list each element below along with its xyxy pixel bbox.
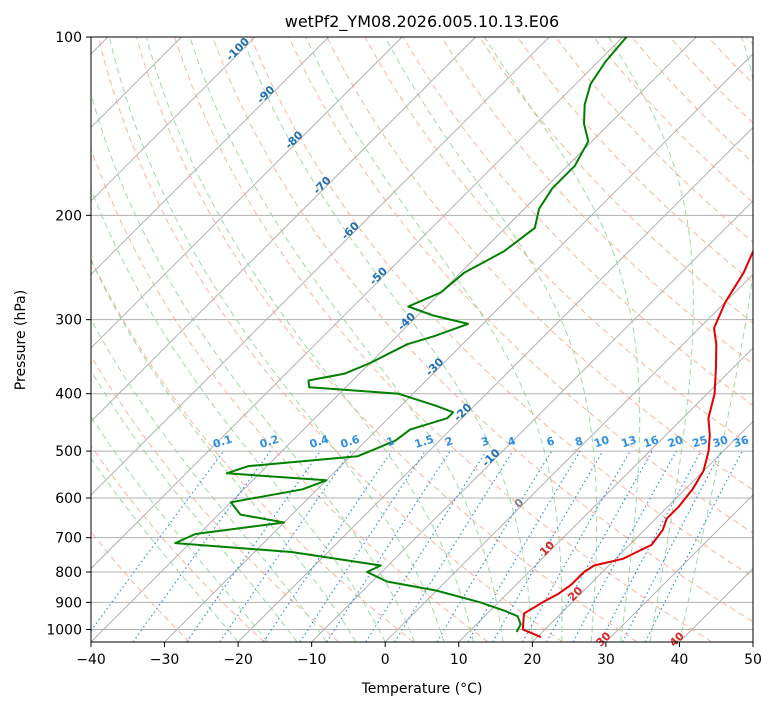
moist-adiabat [91, 187, 386, 642]
isotherm-line [91, 37, 624, 570]
mixing-ratio-label: 25 [691, 433, 710, 450]
dry-adiabat [288, 37, 753, 534]
y-tick-label: 100 [55, 30, 82, 46]
isotherm-line [531, 420, 753, 642]
isotherm-line [91, 37, 329, 276]
dry-adiabat [212, 37, 753, 623]
mixing-ratio-label: 0.6 [339, 432, 362, 450]
moist-adiabat [91, 92, 416, 642]
moist-adiabat [145, 37, 474, 642]
y-tick-label: 900 [55, 595, 82, 611]
isotherm-line [237, 126, 753, 642]
plot-frame [90, 36, 754, 643]
moist-adiabat [608, 37, 694, 642]
isotherm-line [91, 37, 697, 642]
dry-adiabat [174, 37, 713, 642]
isotherm-line [91, 37, 403, 349]
x-tick-label: 50 [744, 652, 762, 668]
y-axis-title: Pressure (hPa) [13, 290, 29, 390]
mixing-ratio-label: 1 [385, 434, 396, 449]
moist-adiabat [241, 37, 533, 642]
dry-adiabat [135, 37, 638, 642]
axes: −40 −30 −20 −10 0 10 20 30 40 5010020030040050060… [46, 30, 762, 668]
dry-adiabat [250, 37, 753, 578]
isotherm-line [605, 494, 753, 642]
mixing-ratio-line [572, 450, 677, 642]
temperature-profile [521, 249, 753, 639]
moist-adiabat [91, 318, 327, 642]
mixing-ratio-line [467, 450, 581, 642]
mixing-ratio-line [219, 450, 352, 642]
mixing-ratio-label: 30 [711, 433, 730, 450]
mixing-ratio-label: 0.4 [308, 432, 331, 450]
mixing-ratio-line [394, 450, 514, 642]
moist-adiabat [305, 37, 563, 642]
moist-adiabat [91, 457, 239, 642]
dry-adiabat [326, 37, 753, 491]
moist-adiabat [678, 37, 753, 642]
isotherm-line [91, 37, 256, 202]
dry-adiabat [91, 258, 414, 642]
x-tick-label: −30 [150, 652, 180, 668]
mixing-ratio-label: 20 [666, 433, 685, 450]
mixing-ratio-label: 8 [573, 434, 584, 449]
isotherm-line [384, 273, 753, 642]
moist-adiabat [91, 369, 298, 642]
mixing-ratio-line [262, 450, 393, 642]
mixing-ratio-label: 13 [620, 433, 639, 450]
x-axis-title: Temperature (°C) [361, 681, 483, 697]
mixing-ratio-label: 0.2 [258, 433, 281, 451]
y-tick-label: 800 [55, 565, 82, 581]
x-tick-label: 40 [671, 652, 689, 668]
dry-adiabat [97, 37, 563, 642]
moist-adiabat [484, 37, 641, 642]
x-tick-label: −20 [223, 652, 253, 668]
moist-adiabat [91, 415, 268, 642]
dry-adiabat [91, 445, 265, 642]
y-tick-label: 1000 [46, 622, 82, 638]
mixing-ratio-label: 3 [480, 434, 491, 449]
mixing-ratio-label: 6 [545, 434, 557, 449]
mixing-ratio-line [186, 450, 321, 642]
mixing-ratio-line [326, 450, 451, 642]
x-tick-label: −10 [297, 652, 327, 668]
mixing-ratio-label: 4 [506, 434, 518, 449]
y-tick-label: 200 [55, 208, 82, 224]
mixing-ratio-line [299, 450, 426, 642]
mixing-ratio-label: 36 [732, 433, 751, 450]
isotherm-line [164, 53, 753, 642]
mixing-ratio-label: 0.1 [211, 433, 234, 451]
mixing-ratio-label: 10 [592, 433, 611, 450]
isotherm-line [458, 347, 753, 642]
isotherm-line [91, 37, 550, 496]
y-tick-label: 400 [55, 387, 82, 403]
moist-adiabat [189, 37, 504, 642]
y-tick-label: 600 [55, 491, 82, 507]
x-tick-label: 10 [450, 652, 468, 668]
moist-adiabat [384, 37, 598, 642]
mixing-ratio-line [365, 450, 487, 642]
y-tick-label: 700 [55, 531, 82, 547]
mixing-ratio-label: 16 [642, 433, 661, 450]
dewpoint-profile [174, 37, 628, 633]
mixing-ratio-line [436, 450, 553, 642]
isotherm-line [91, 37, 477, 423]
mixing-ratio-label: 2 [443, 434, 454, 449]
x-tick-label: −40 [76, 652, 106, 668]
chart-title: wetPf2_YM08.2026.005.10.13.E06 [285, 12, 559, 32]
x-tick-label: 30 [597, 652, 615, 668]
plot-area [91, 37, 753, 642]
moist-adiabat [91, 259, 357, 642]
y-tick-label: 500 [55, 444, 82, 460]
y-tick-label: 300 [55, 313, 82, 329]
mixing-ratio-label: 1.5 [413, 433, 436, 451]
x-tick-label: 20 [523, 652, 541, 668]
x-tick-label: 0 [381, 652, 390, 668]
mixing-ratio-line [599, 450, 702, 642]
moist-adiabat [108, 37, 445, 642]
